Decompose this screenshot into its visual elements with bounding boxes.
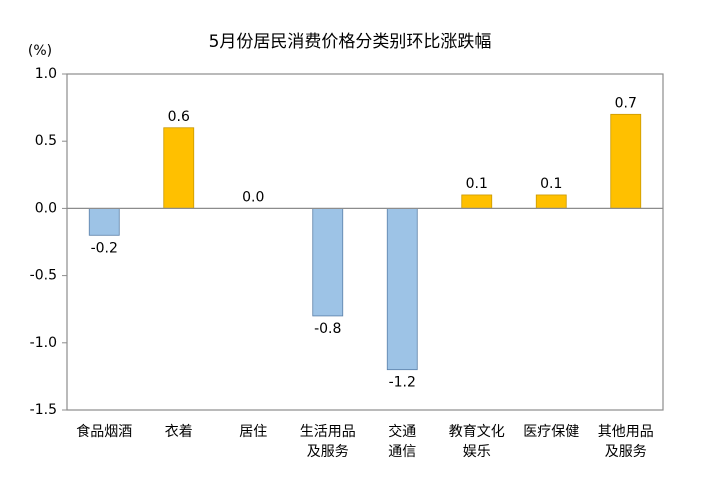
y-tick-label: -1.5 <box>30 402 57 418</box>
x-tick-label: 通信 <box>388 444 416 460</box>
bar <box>461 194 493 209</box>
y-tick-label: 0.0 <box>35 200 57 216</box>
y-tick-label: -0.5 <box>30 268 57 284</box>
bar <box>386 207 418 371</box>
x-tick-label: 食品烟酒 <box>76 423 132 440</box>
x-tick-label: 娱乐 <box>463 444 491 460</box>
bar <box>312 207 344 317</box>
x-tick-label: 教育文化 <box>449 424 505 440</box>
plot-frame <box>66 73 664 411</box>
value-label: 0.1 <box>540 176 562 192</box>
bar <box>163 127 195 209</box>
value-label: 0.6 <box>168 109 190 125</box>
bar <box>88 207 120 236</box>
x-tick-label: 衣着 <box>165 424 193 440</box>
value-label: -1.2 <box>389 375 416 391</box>
value-label: 0.7 <box>615 95 637 111</box>
x-tick-label: 医疗保健 <box>523 424 579 440</box>
x-tick-label: 生活用品 <box>300 424 356 440</box>
y-tick-label: 0.5 <box>35 133 57 149</box>
bar <box>535 194 567 209</box>
value-label: -0.8 <box>314 321 341 337</box>
x-tick-label: 及服务 <box>307 444 349 460</box>
value-label: 0.1 <box>466 176 488 192</box>
x-tick-label: 交通 <box>388 423 416 440</box>
y-tick-label: -1.0 <box>30 335 57 351</box>
x-tick-label: 居住 <box>239 424 267 440</box>
x-tick-label: 及服务 <box>605 444 647 460</box>
y-tick-label: 1.0 <box>35 66 57 82</box>
value-label: -0.2 <box>91 240 118 256</box>
chart-title: 5月份居民消费价格分类别环比涨跌幅 <box>209 32 492 52</box>
y-unit: (%) <box>28 43 52 59</box>
x-tick-label: 其他用品 <box>598 424 654 440</box>
bar <box>610 113 642 209</box>
value-label: 0.0 <box>242 189 264 205</box>
